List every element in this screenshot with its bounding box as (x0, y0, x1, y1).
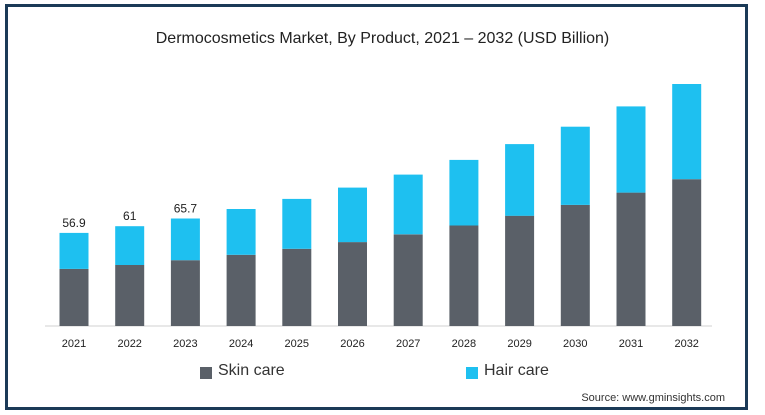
bar-skin-care-2032 (672, 179, 702, 326)
bar-skin-care-2022 (115, 265, 145, 326)
bar-hair-care-2026 (338, 187, 367, 243)
legend-label-skin-care: Skin care (218, 362, 285, 379)
bar-hair-care-2024 (226, 209, 256, 255)
bar-skin-care-2027 (393, 234, 423, 326)
bar-skin-care-2024 (226, 254, 256, 326)
bar-hair-care-2031 (616, 106, 646, 193)
data-label-2022: 61 (123, 209, 137, 223)
bar-hair-care-2022 (115, 226, 145, 265)
bar-skin-care-2026 (338, 242, 367, 326)
legend-label-hair-care: Hair care (484, 362, 549, 379)
bar-skin-care-2025 (282, 248, 312, 326)
bar-skin-care-2021 (59, 268, 89, 326)
bar-skin-care-2031 (616, 192, 646, 326)
bar-hair-care-2028 (449, 159, 479, 226)
legend-swatch-hair-care (466, 367, 478, 379)
bar-hair-care-2023 (170, 218, 200, 261)
bar-skin-care-2028 (449, 225, 479, 326)
x-tick-label-2031: 2031 (619, 338, 643, 350)
x-tick-label-2024: 2024 (229, 338, 253, 350)
x-tick-label-2028: 2028 (452, 338, 476, 350)
data-label-2023: 65.7 (174, 202, 198, 216)
x-tick-label-2022: 2022 (117, 338, 141, 350)
bar-hair-care-2025 (282, 198, 312, 249)
legend-swatch-skin-care (200, 367, 212, 379)
x-tick-label-2025: 2025 (285, 338, 309, 350)
bar-hair-care-2021 (59, 232, 89, 269)
x-tick-label-2032: 2032 (674, 338, 698, 350)
x-tick-label-2029: 2029 (507, 338, 531, 350)
x-tick-label-2030: 2030 (563, 338, 587, 350)
bar-skin-care-2029 (505, 215, 535, 326)
bar-hair-care-2029 (505, 144, 535, 216)
bar-hair-care-2032 (672, 84, 702, 180)
bar-skin-care-2023 (170, 260, 200, 326)
bar-hair-care-2030 (560, 126, 590, 205)
chart-title: Dermocosmetics Market, By Product, 2021 … (155, 30, 610, 47)
x-tick-label-2023: 2023 (173, 338, 197, 350)
x-tick-label-2021: 2021 (62, 338, 86, 350)
x-tick-label-2027: 2027 (396, 338, 420, 350)
source-note: Source: www.gminsights.com (581, 392, 725, 404)
bar-skin-care-2030 (560, 204, 590, 326)
x-tick-label-2026: 2026 (340, 338, 364, 350)
data-label-2021: 56.9 (62, 216, 86, 230)
bar-hair-care-2027 (393, 174, 423, 235)
